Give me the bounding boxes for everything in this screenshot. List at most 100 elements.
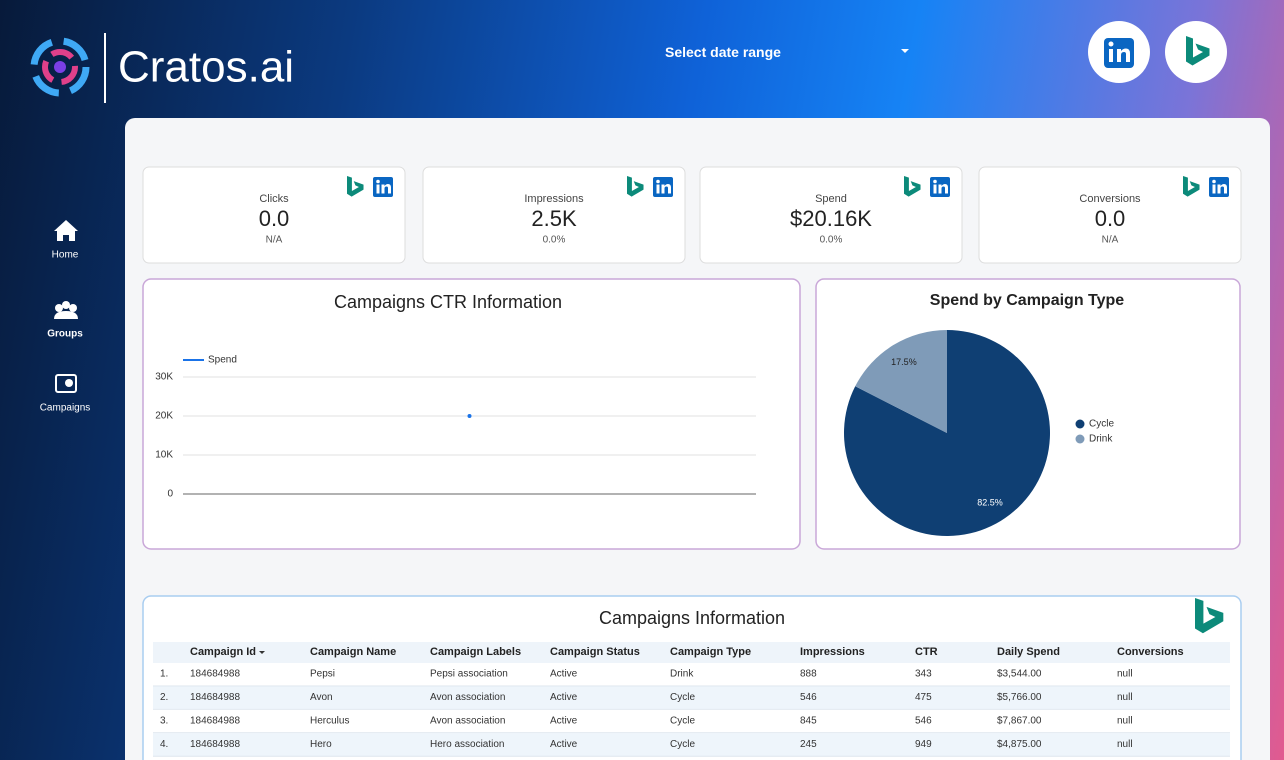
table-cell: Hero (310, 739, 332, 750)
column-header[interactable]: CTR (915, 646, 938, 658)
table-cell: Pepsi (310, 669, 335, 680)
kpi-card (699, 166, 963, 264)
linkedin-glyph (938, 184, 948, 194)
campaigns-icon (65, 379, 73, 387)
kpi-delta: 0.0% (543, 235, 566, 246)
chart-title: Campaigns CTR Information (334, 292, 562, 312)
kpi-delta: N/A (266, 235, 283, 246)
legend-label: Drink (1089, 434, 1113, 445)
bing-button[interactable] (1165, 21, 1227, 83)
linkedin-glyph (381, 184, 391, 194)
logo-ring (42, 49, 78, 85)
column-header[interactable]: Campaign Id (190, 646, 256, 658)
table-cell: 184684988 (190, 715, 240, 726)
linkedin-glyph (376, 184, 380, 194)
linkedin-glyph (1212, 179, 1216, 184)
table-cell: Drink (670, 669, 694, 680)
bing-icon (1183, 176, 1200, 197)
table-cell: $5,766.00 (997, 692, 1042, 703)
kpi-label: Clicks (259, 193, 289, 205)
y-tick-label: 0 (167, 489, 173, 500)
sort-caret (259, 651, 265, 654)
y-tick-label: 20K (155, 411, 173, 422)
linkedin-glyph (656, 179, 660, 184)
table-cell: null (1117, 739, 1133, 750)
kpi-card (978, 166, 1242, 264)
column-header[interactable]: Impressions (800, 646, 865, 658)
table-cell: 184684988 (190, 739, 240, 750)
kpi-card (422, 166, 686, 264)
column-header[interactable]: Campaign Labels (430, 646, 521, 658)
column-header[interactable]: Campaign Status (550, 646, 640, 658)
pie-slice (855, 329, 947, 433)
table-cell: 1. (160, 669, 168, 680)
table-row (153, 709, 1230, 733)
linkedin-glyph (1212, 184, 1216, 194)
y-tick-label: 10K (155, 450, 173, 461)
kpi-label: Conversions (1079, 193, 1141, 205)
table-cell: $4,875.00 (997, 739, 1042, 750)
kpi-delta: N/A (1102, 235, 1119, 246)
campaigns-icon (55, 374, 77, 393)
caret[interactable] (900, 48, 912, 56)
table-cell: 546 (915, 715, 932, 726)
chart-card (142, 278, 801, 550)
table-cell: Active (550, 739, 578, 750)
column-header[interactable]: Daily Spend (997, 646, 1060, 658)
bing-icon (1195, 598, 1224, 634)
table-cell: Avon association (430, 692, 505, 703)
nav-item[interactable]: Home (52, 250, 79, 261)
logo-dot (54, 61, 66, 73)
nav-item[interactable]: Groups (47, 329, 83, 340)
table-cell: 4. (160, 739, 168, 750)
slice-label: 82.5% (977, 498, 1003, 508)
logo: Cratos.ai (30, 33, 294, 103)
table-cell: 3. (160, 715, 168, 726)
table-cell: 475 (915, 692, 932, 703)
column-header[interactable]: Campaign Type (670, 646, 751, 658)
table-cell: 546 (800, 692, 817, 703)
groups-icon (62, 301, 70, 309)
bing-icon (627, 176, 644, 197)
legend-label: Cycle (1089, 419, 1114, 430)
kpi-delta: 0.0% (820, 235, 843, 246)
column-header[interactable]: Campaign Name (310, 646, 396, 658)
table-cell: null (1117, 669, 1133, 680)
table-cell: Active (550, 669, 578, 680)
table-cell: null (1117, 692, 1133, 703)
nav-item[interactable]: Campaigns (40, 403, 91, 414)
table-cell: $7,867.00 (997, 715, 1042, 726)
legend-swatch (1075, 419, 1085, 429)
brand: Cratos.ai (118, 43, 294, 92)
platform-buttons (1088, 21, 1227, 83)
table-cell: $3,544.00 (997, 669, 1042, 680)
column-header[interactable]: Conversions (1117, 646, 1184, 658)
kpi-value: $20.16K (790, 206, 872, 231)
groups-icon (69, 304, 77, 312)
legend-label: Spend (208, 355, 237, 366)
linkedin-glyph (933, 184, 937, 194)
table-cell: Hero association (430, 739, 504, 750)
home-icon (54, 220, 78, 241)
date-range[interactable]: Select date range (665, 44, 781, 60)
table-cell: 245 (800, 739, 817, 750)
table-cell: 184684988 (190, 692, 240, 703)
table-cell: 2. (160, 692, 168, 703)
kpi-value: 0.0 (259, 206, 290, 231)
table-cell: Cycle (670, 715, 695, 726)
kpi-label: Spend (815, 193, 847, 205)
table-cell: Cycle (670, 692, 695, 703)
table-cell: Active (550, 715, 578, 726)
y-tick-label: 30K (155, 372, 173, 383)
kpi-value: 0.0 (1095, 206, 1126, 231)
table-cell: Pepsi association (430, 669, 508, 680)
linkedin-glyph (933, 179, 937, 184)
table-cell: Herculus (310, 715, 349, 726)
slice-label: 17.5% (891, 357, 917, 367)
logo-ring (30, 37, 90, 97)
bing-icon (904, 176, 921, 197)
table-title: Campaigns Information (599, 608, 785, 628)
table-cell: Cycle (670, 739, 695, 750)
